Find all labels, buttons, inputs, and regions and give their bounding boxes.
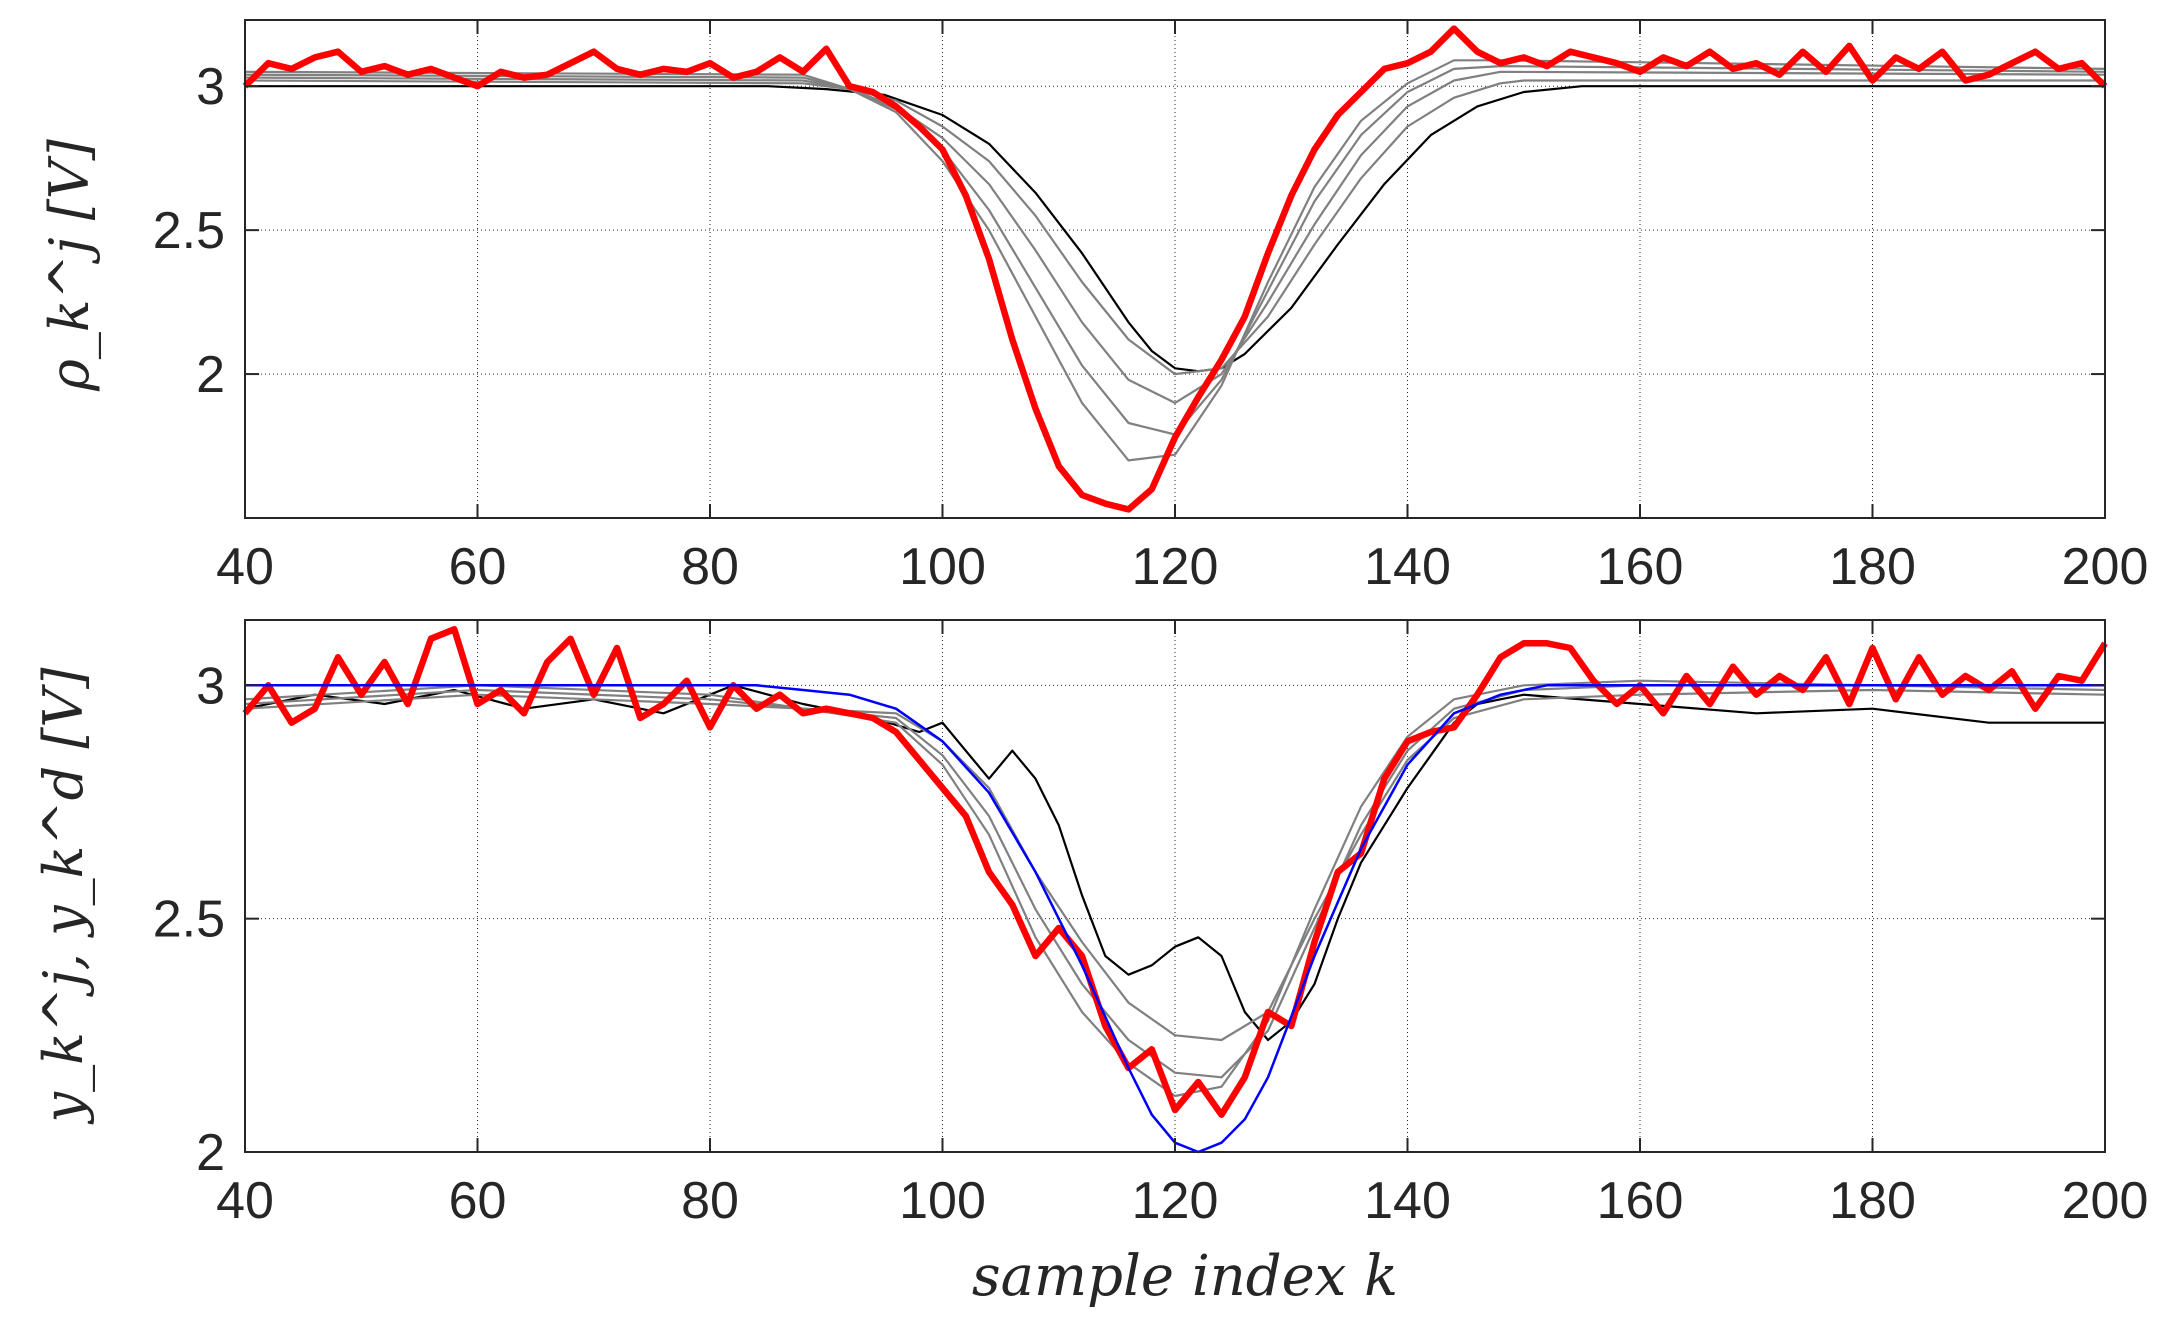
- x-tick-label: 80: [681, 1172, 739, 1230]
- y-tick-label: 2: [196, 1124, 225, 1182]
- x-tick-label: 60: [449, 1172, 507, 1230]
- x-tick-label: 80: [681, 538, 739, 596]
- x-tick-label: 40: [216, 1172, 274, 1230]
- bottom-x-axis-label: sample index k: [972, 1244, 1398, 1309]
- top-panel: 40 60 80 100 120 140 160 180 200 2 2.5 3: [153, 19, 2149, 596]
- x-tick-label: 120: [1132, 538, 1219, 596]
- x-tick-label: 140: [1364, 1172, 1451, 1230]
- x-tick-label: 120: [1132, 1172, 1219, 1230]
- series-line-iteration-4: [244, 59, 2106, 462]
- series-line-final-5: [242, 25, 2108, 513]
- y-tick-label: 2.5: [153, 202, 225, 260]
- x-tick-label: 100: [899, 538, 986, 596]
- y-tick-label: 2.5: [153, 891, 225, 949]
- x-tick-label: 100: [899, 1172, 986, 1230]
- x-tick-label: 60: [449, 538, 507, 596]
- series-line-first-0: [244, 684, 2105, 1042]
- x-tick-label: 40: [216, 538, 274, 596]
- x-tick-label: 160: [1597, 1172, 1684, 1230]
- bottom-panel: 40 60 80 100 120 140 160 180 200 2 2.5 3: [153, 619, 2149, 1230]
- x-tick-label: 180: [1829, 538, 1916, 596]
- bottom-y-axis-label: y_k^j, y_k^d [V]: [32, 667, 95, 1125]
- series-line-iteration-3: [244, 65, 2106, 436]
- series-line-iteration-3: [244, 679, 2105, 1098]
- x-tick-label: 140: [1364, 538, 1451, 596]
- y-tick-label: 2: [196, 346, 225, 404]
- x-tick-label: 200: [2062, 538, 2149, 596]
- y-tick-label: 3: [196, 58, 225, 116]
- x-tick-label: 200: [2062, 1172, 2149, 1230]
- y-tick-label: 3: [196, 657, 225, 715]
- top-y-axis-label: ρ_k^j [V]: [38, 138, 101, 392]
- series-line-iteration-1: [244, 688, 2106, 1042]
- x-tick-label: 160: [1597, 538, 1684, 596]
- x-tick-label: 180: [1829, 1172, 1916, 1230]
- series-line-iteration-2: [244, 70, 2106, 404]
- series-line-iteration-1: [244, 79, 2105, 376]
